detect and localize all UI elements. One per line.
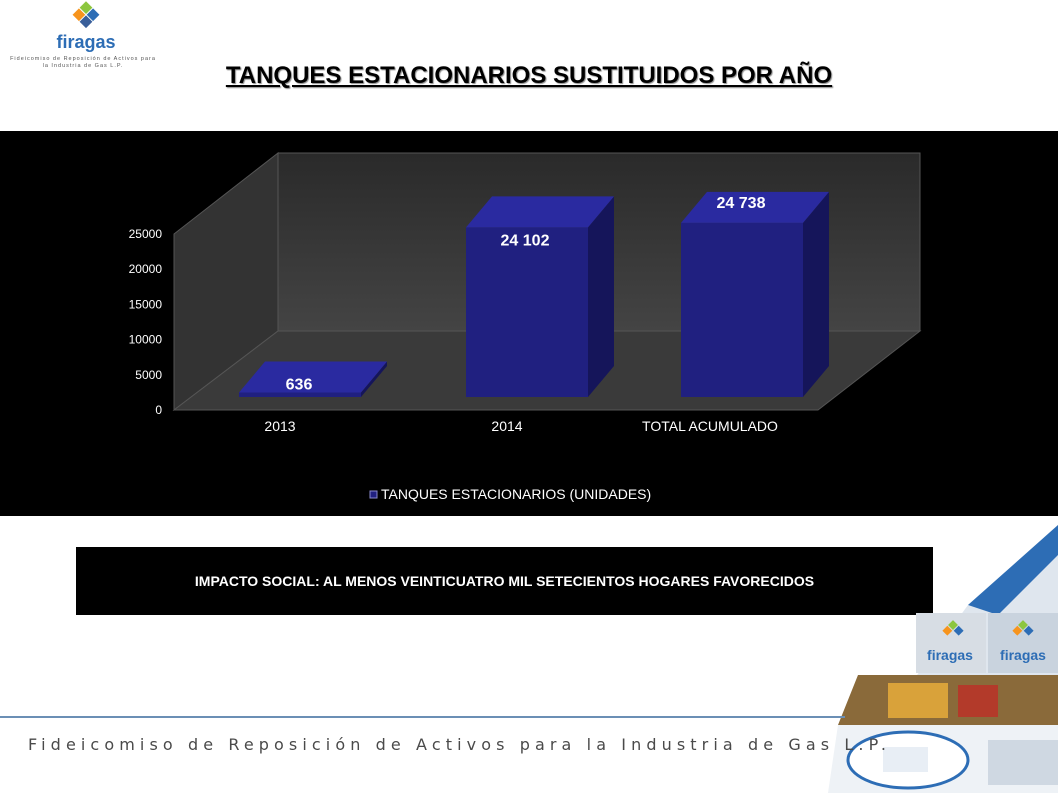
y-tick-label: 25000 [129,227,163,241]
decorative-photo-collage: firagas firagas [828,525,1058,793]
bar-2013 [239,361,387,397]
bar-front [681,222,803,397]
x-category-label: 2013 [264,418,295,434]
footer-text: Fideicomiso de Reposición de Activos par… [28,735,892,754]
legend-swatch [369,490,378,499]
bar-side [361,361,387,397]
impact-callout-text: IMPACTO SOCIAL: AL MENOS VEINTICUATRO MI… [194,573,815,589]
bar-chart: 0 5000 10000 15000 20000 25000 636 24 102 24 73… [129,151,922,502]
y-tick-label: 20000 [129,262,163,276]
data-label: 24 102 [501,232,550,249]
y-tick-label: 15000 [129,297,163,311]
firagas-logo-mark: firagas [56,1,116,52]
legend-label: TANQUES ESTACIONARIOS (UNIDADES) [381,486,651,502]
bar-front [466,227,588,397]
bar-side [588,196,614,397]
svg-text:firagas: firagas [1000,647,1046,663]
bar-top [239,361,387,393]
footer-divider [0,716,845,718]
x-category-label: 2014 [491,418,522,434]
data-label: 24 738 [717,195,766,212]
svg-text:firagas: firagas [927,647,973,663]
bar-top [466,196,614,228]
bar-side [803,191,829,397]
impact-callout: IMPACTO SOCIAL: AL MENOS VEINTICUATRO MI… [76,547,933,615]
y-tick-label: 5000 [135,368,162,382]
page-title: TANQUES ESTACIONARIOS SUSTITUIDOS POR AÑ… [225,62,833,89]
y-tick-label: 0 [155,403,162,417]
logo-text: firagas [56,32,115,52]
chart-panel: 0 5000 10000 15000 20000 25000 636 24 102 24 73… [0,131,1058,516]
x-category-label: TOTAL ACUMULADO [642,418,778,434]
bar-top [681,191,829,223]
bar-2014 [466,196,614,397]
firagas-logo: firagas [8,0,158,80]
y-tick-label: 10000 [129,333,163,347]
bar-front [239,392,361,397]
data-label: 636 [286,377,313,394]
logo-tagline: Fideicomiso de Reposición de Activos par… [10,56,156,69]
bar-total-acumulado [681,191,829,397]
